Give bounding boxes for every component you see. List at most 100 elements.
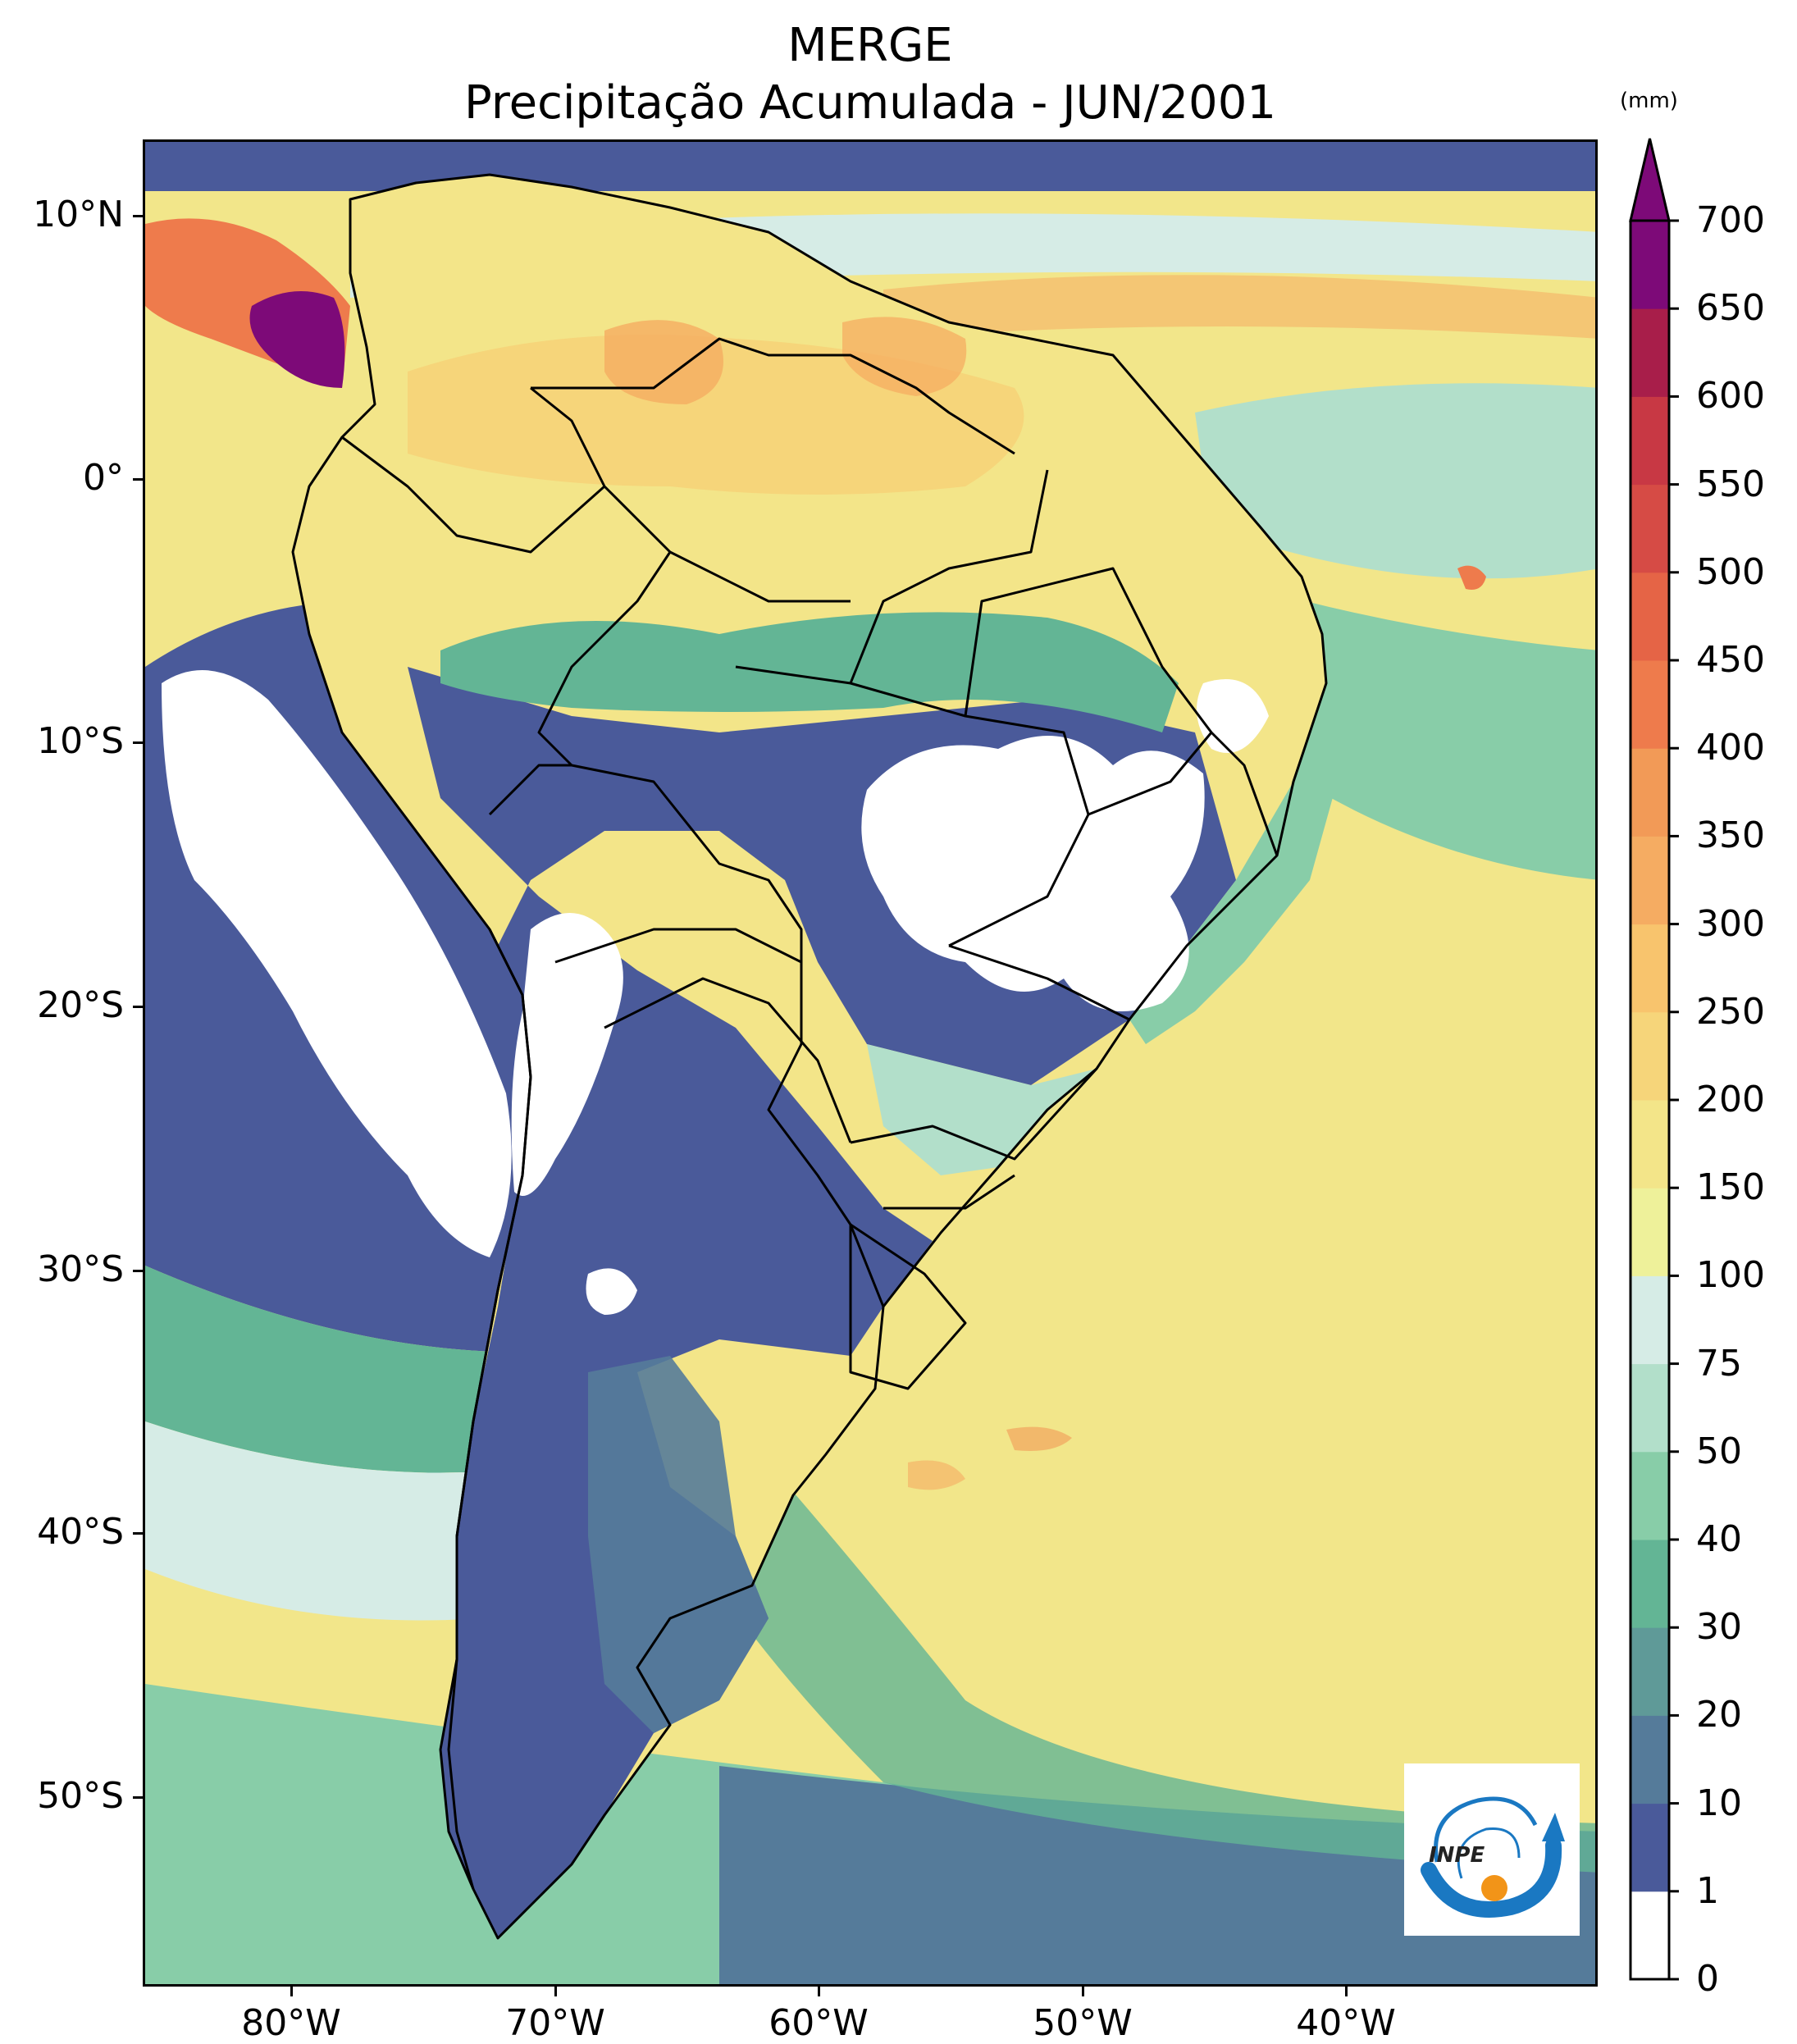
- colorbar-tick: [1669, 1713, 1679, 1717]
- colorbar-level-label: 250: [1696, 990, 1765, 1033]
- colombia-peru-border: [341, 436, 605, 554]
- colorbar-segment: [1631, 1540, 1669, 1628]
- peru-bolivia-border: [488, 764, 572, 816]
- south-atlantic-wet-2: [908, 1460, 965, 1490]
- colorbar-segment: [1631, 836, 1669, 925]
- lat-label-40s: 40°S: [37, 1511, 124, 1553]
- colorbar-level-label: 600: [1696, 375, 1765, 417]
- dry-bolivia-argentina: [511, 913, 623, 1196]
- colorbar-tick: [1669, 746, 1679, 750]
- colorbar-level-label: 400: [1696, 727, 1765, 769]
- dry-central-brazil: [861, 736, 1205, 1011]
- colorbar-tick: [1669, 1274, 1679, 1277]
- colorbar-level-label: 40: [1696, 1518, 1742, 1560]
- colorbar-level-label: 50: [1696, 1430, 1742, 1472]
- country-borders: [291, 173, 1328, 1940]
- logo-text: INPE: [1429, 1843, 1485, 1868]
- coastline: [291, 173, 1328, 1940]
- lon-tick: [1345, 1987, 1348, 1996]
- colorbar-segment: [1631, 1803, 1669, 1892]
- brazil-state-6: [850, 1067, 1098, 1161]
- lat-label-30s: 30°S: [37, 1248, 124, 1290]
- colorbar-segment: [1631, 1627, 1669, 1716]
- southeast-teal: [867, 1044, 1097, 1175]
- colorbar-tick: [1669, 1098, 1679, 1102]
- colorbar-tick: [1669, 219, 1679, 222]
- colorbar-tick: [1669, 571, 1679, 574]
- logo-arc-outer: [1434, 1796, 1538, 1863]
- brazil-state-5: [948, 944, 1130, 1021]
- interior-mid-precip: [588, 1356, 769, 1733]
- colorbar-tick: [1669, 1011, 1679, 1014]
- inpe-logo: INPE: [1404, 1763, 1580, 1936]
- map-subtitle: Precipitação Acumulada - JUN/2001: [464, 76, 1276, 130]
- brazil-state-7: [883, 1174, 1015, 1210]
- lat-tick: [133, 1532, 143, 1535]
- lon-tick: [818, 1987, 820, 1996]
- logo-sun: [1481, 1875, 1507, 1901]
- colorbar-level-label: 200: [1696, 1079, 1765, 1120]
- colorbar-level-label: 150: [1696, 1166, 1765, 1209]
- lon-tick: [1082, 1987, 1084, 1996]
- colorbar-segment: [1631, 748, 1669, 837]
- colorbar-tick: [1669, 834, 1679, 837]
- colorbar-segment: [1631, 1275, 1669, 1365]
- lon-label-50w: 50°W: [1033, 2002, 1133, 2044]
- colorbar-segment: [1631, 924, 1669, 1013]
- lat-tick: [133, 478, 143, 481]
- colorbar-level-label: 75: [1696, 1342, 1742, 1385]
- north-low-band: [145, 142, 1595, 191]
- colorbar-level-label: 450: [1696, 639, 1765, 681]
- colorbar-tick: [1669, 1186, 1679, 1189]
- colorbar-tick: [1669, 1890, 1679, 1893]
- lat-label-10s: 10°S: [37, 720, 124, 762]
- brazil-state-4: [964, 567, 1213, 733]
- colorbar-level-label: 350: [1696, 814, 1765, 857]
- colorbar-segment: [1631, 308, 1669, 397]
- south-atlantic-wet-1: [1006, 1426, 1072, 1451]
- colorbar-segment: [1631, 1891, 1669, 1980]
- inpe-logo-icon: INPE: [1421, 1796, 1565, 1918]
- lon-label-60w: 60°W: [769, 2002, 869, 2044]
- lat-tick: [133, 1006, 143, 1008]
- colorbar-segment: [1631, 572, 1669, 661]
- brazil-north-border: [531, 337, 1015, 455]
- lat-tick: [133, 215, 143, 217]
- colorbar-level-label: 0: [1696, 1958, 1719, 2000]
- atlantic-mid-band: [1195, 383, 1595, 579]
- colorbar-level-label: 650: [1696, 287, 1765, 330]
- colorbar-tick: [1669, 483, 1679, 486]
- amapa-wet: [842, 317, 967, 396]
- colorbar-segment: [1631, 484, 1669, 573]
- colorbar-outline: [1629, 219, 1671, 1981]
- lat-label-0: 0°: [83, 457, 124, 499]
- southern-ocean-low-band: [719, 1766, 1595, 1984]
- atlantic-teal-band: [1244, 585, 1595, 880]
- lon-tick: [554, 1987, 557, 1996]
- colorbar-level-label: 20: [1696, 1694, 1742, 1736]
- colorbar-tick: [1669, 659, 1679, 662]
- colorbar-level-label: 500: [1696, 550, 1765, 593]
- logo-arc-inner: [1457, 1827, 1521, 1879]
- colorbar-tick: [1669, 1538, 1679, 1541]
- dry-paraguay: [586, 1268, 637, 1315]
- colorbar-segment: [1631, 1715, 1669, 1804]
- colorbar-segment: [1631, 221, 1669, 309]
- lat-label-50s: 50°S: [37, 1775, 124, 1817]
- colorbar-level-label: 550: [1696, 463, 1765, 505]
- colorbar-segment: [1631, 1188, 1669, 1276]
- precipitation-map: [143, 139, 1598, 1987]
- logo-arc-main: [1421, 1837, 1562, 1918]
- lon-label-40w: 40°W: [1296, 2002, 1396, 2044]
- colorbar-level-label: 1: [1696, 1869, 1719, 1912]
- dry-pacific-coast: [162, 670, 512, 1257]
- lon-tick: [290, 1987, 293, 1996]
- colorbar-level-label: 30: [1696, 1606, 1742, 1649]
- argentina-paraguay-border: [604, 977, 852, 1143]
- bolivia-paraguay-border: [554, 928, 802, 964]
- map-canvas: [145, 142, 1595, 1984]
- colorbar-segment: [1631, 1100, 1669, 1189]
- colorbar-tick: [1669, 307, 1679, 310]
- lat-tick: [133, 1270, 143, 1272]
- lat-label-20s: 20°S: [37, 984, 124, 1026]
